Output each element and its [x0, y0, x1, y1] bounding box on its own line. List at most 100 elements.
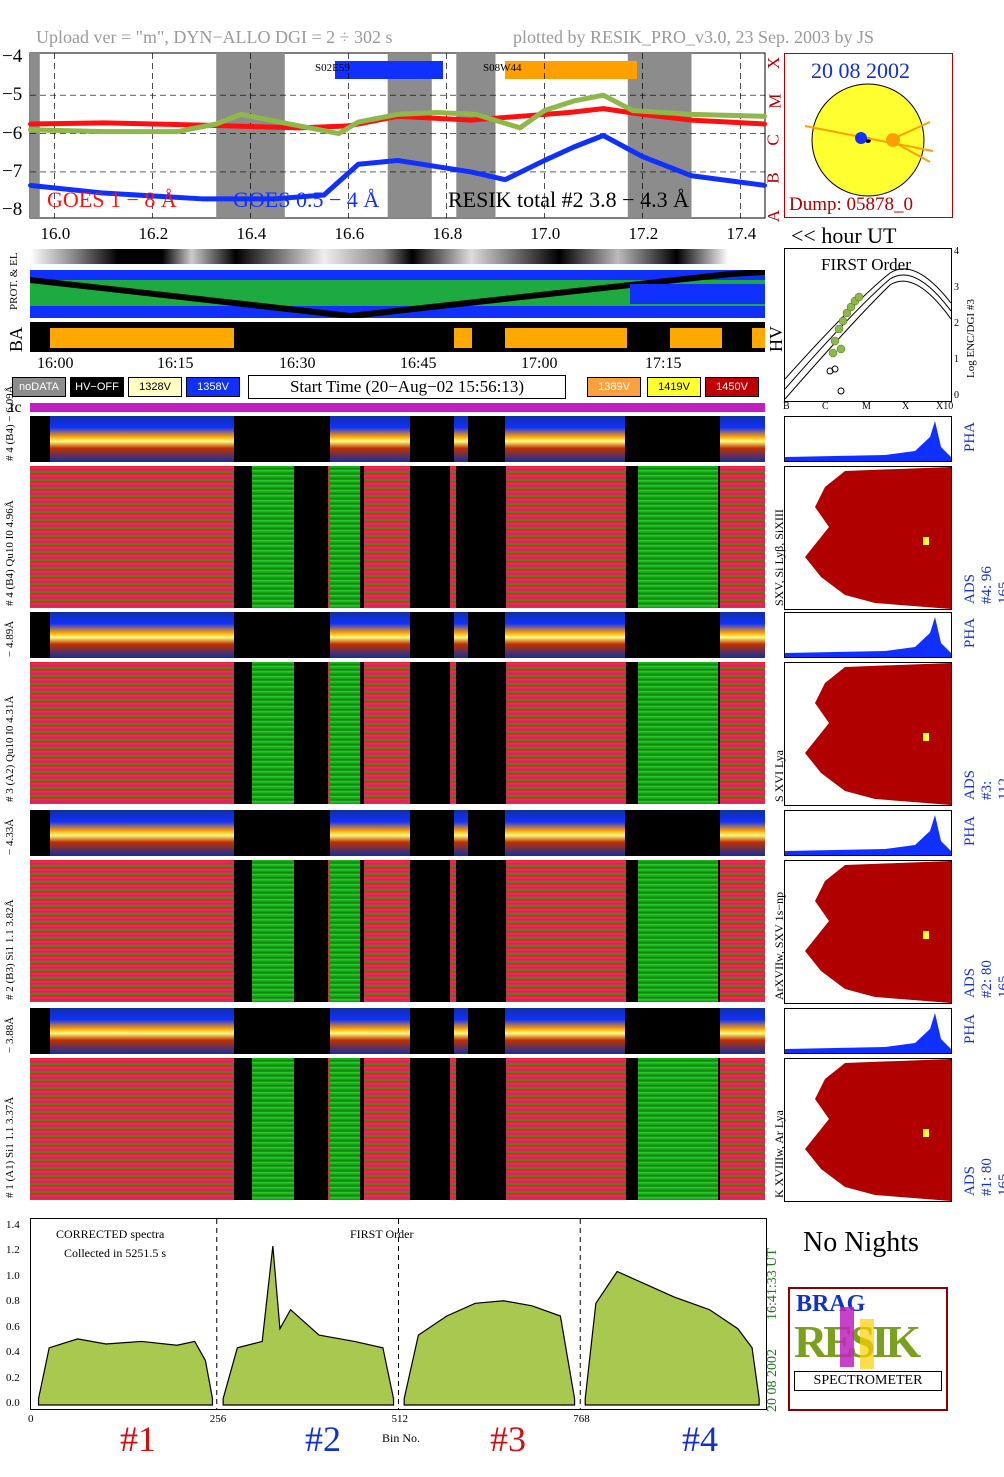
first-order-xtick: X — [902, 401, 910, 412]
bottom-ytick: 0.6 — [6, 1320, 20, 1333]
spectrogram-label: # 2 (B3) Si1 1.1 3.82Å — [4, 899, 16, 1000]
goes-tag-orange: S08W44 — [483, 62, 522, 74]
spectrogram-green — [330, 466, 360, 608]
first-order-ylabel: Log ENC/DGI #3 — [965, 299, 977, 378]
bottom-spectrum — [37, 1219, 760, 1409]
goes-series-point — [763, 183, 767, 188]
header-left: Upload ver = "m", DYN−ALLO DGI = 2 ÷ 302… — [36, 27, 393, 47]
goes-x-tick: 17.2 — [628, 224, 659, 243]
goes-class-label: B — [763, 172, 783, 184]
time-tick: 16:30 — [279, 355, 316, 372]
goes-y-label: −4 — [2, 45, 23, 67]
bottom-area-series — [222, 1246, 395, 1406]
pha-segment — [720, 612, 765, 658]
goes-series-point — [434, 110, 439, 115]
goes-series-point — [199, 196, 204, 201]
spectrogram-gap — [456, 662, 474, 804]
legend-1389v: 1389V — [587, 377, 641, 397]
ads-plot — [784, 466, 952, 610]
goes-series-point — [542, 158, 547, 163]
bottom-ytick: 1.4 — [6, 1219, 20, 1231]
goes-y-label: −7 — [2, 160, 23, 182]
first-order-plot — [784, 268, 952, 400]
goes-panel — [0, 45, 780, 245]
goes-series-point — [101, 191, 106, 196]
spectrogram-green — [638, 1058, 718, 1200]
legend-1328v: 1328V — [128, 377, 182, 397]
pha-tag: PHA — [962, 815, 978, 846]
hv-strip — [30, 322, 765, 352]
goes-class-label: C — [763, 133, 783, 146]
pha-segment — [330, 416, 410, 462]
hv-segment — [454, 328, 472, 348]
ads-plot — [784, 662, 952, 806]
goes-gap-band — [627, 53, 692, 218]
bottom-ytick: 0.4 — [6, 1346, 20, 1359]
hv-segment — [752, 328, 765, 348]
goes-series-point — [763, 114, 767, 119]
goes-legend-blue: GOES 0.5 − 4 Å — [233, 187, 380, 212]
goes-series-point — [473, 112, 478, 117]
ads-plot — [784, 1058, 952, 1202]
goes-x-tick: 17.4 — [726, 224, 757, 243]
ads-label: ADS #2: 80 165 — [962, 960, 1004, 998]
legend-1450v: 1450V — [705, 377, 759, 397]
spectrogram-gap — [410, 662, 450, 804]
section-label: #4 — [682, 1419, 718, 1459]
hv-segment — [505, 328, 627, 348]
ads-lines-label: S XVI Lya — [772, 750, 786, 802]
goes-series-point — [28, 127, 32, 132]
goes-series-point — [503, 177, 508, 182]
goes-series-point — [238, 112, 243, 117]
goes-gap-band — [30, 53, 40, 218]
spectrogram-green — [330, 1058, 360, 1200]
goes-series-point — [571, 145, 576, 150]
time-tick: 16:45 — [400, 355, 437, 372]
goes-series-point — [571, 98, 576, 103]
first-order-ytick: 1 — [954, 354, 959, 365]
goes-y-label: −5 — [2, 84, 23, 106]
first-order-xtick: X10 — [936, 401, 954, 412]
sun-diagram — [804, 83, 934, 197]
goes-x-tick: 16.6 — [334, 224, 365, 243]
bottom-area-series — [584, 1270, 760, 1406]
first-order-ytick: 4 — [954, 246, 959, 257]
spectrogram-gap — [456, 1058, 474, 1200]
bottom-area-series — [403, 1300, 576, 1406]
spectrogram-green — [638, 466, 718, 608]
spectrogram — [30, 860, 765, 1002]
ads-plot-graphic — [805, 467, 951, 609]
goes-gap-band — [387, 53, 432, 218]
bottom-title1: CORRECTED spectra — [56, 1227, 165, 1241]
first-order-ytick: 2 — [954, 318, 959, 329]
pha-strip — [30, 810, 765, 856]
spectrogram-gap — [456, 860, 474, 1002]
goes-tag-blue-bar — [335, 61, 443, 79]
spectrogram-green — [638, 662, 718, 804]
bottom-title2: Collected in 5251.5 s — [64, 1246, 166, 1260]
pha-plot-graphic — [785, 421, 951, 461]
ads-marker — [923, 537, 929, 545]
pha-plot-graphic — [785, 815, 951, 855]
resik-logo: BRAG RESIK SPECTROMETER — [788, 1287, 948, 1411]
logo-decor — [860, 1319, 874, 1369]
pha-histogram — [785, 1013, 951, 1053]
goes-series-point — [101, 129, 106, 134]
pha-label: − 3.88Å — [4, 1016, 16, 1053]
goes-series-point — [542, 108, 547, 113]
bottom-title3: FIRST Order — [350, 1227, 414, 1241]
goes-tag-orange-bar — [505, 61, 637, 79]
bottom-ytick: 0.8 — [6, 1295, 20, 1308]
ads-label: ADS #4: 96 165 — [962, 566, 1004, 604]
goes-chart — [28, 52, 767, 219]
pha-label: # 4 (B4) − 6.09Å — [4, 385, 16, 461]
pha-plot-graphic — [785, 617, 951, 657]
spectrogram-green — [252, 466, 294, 608]
spectrogram — [30, 1058, 765, 1200]
ba-label: BA — [6, 326, 26, 352]
goes-series-point — [28, 121, 32, 126]
spectrogram-green — [638, 860, 718, 1002]
spectrogram-label: # 4 (B4) Qu10 I0 4.96Å — [4, 500, 16, 606]
ads-plot-graphic — [805, 1059, 951, 1201]
goes-gap-band — [456, 53, 496, 218]
